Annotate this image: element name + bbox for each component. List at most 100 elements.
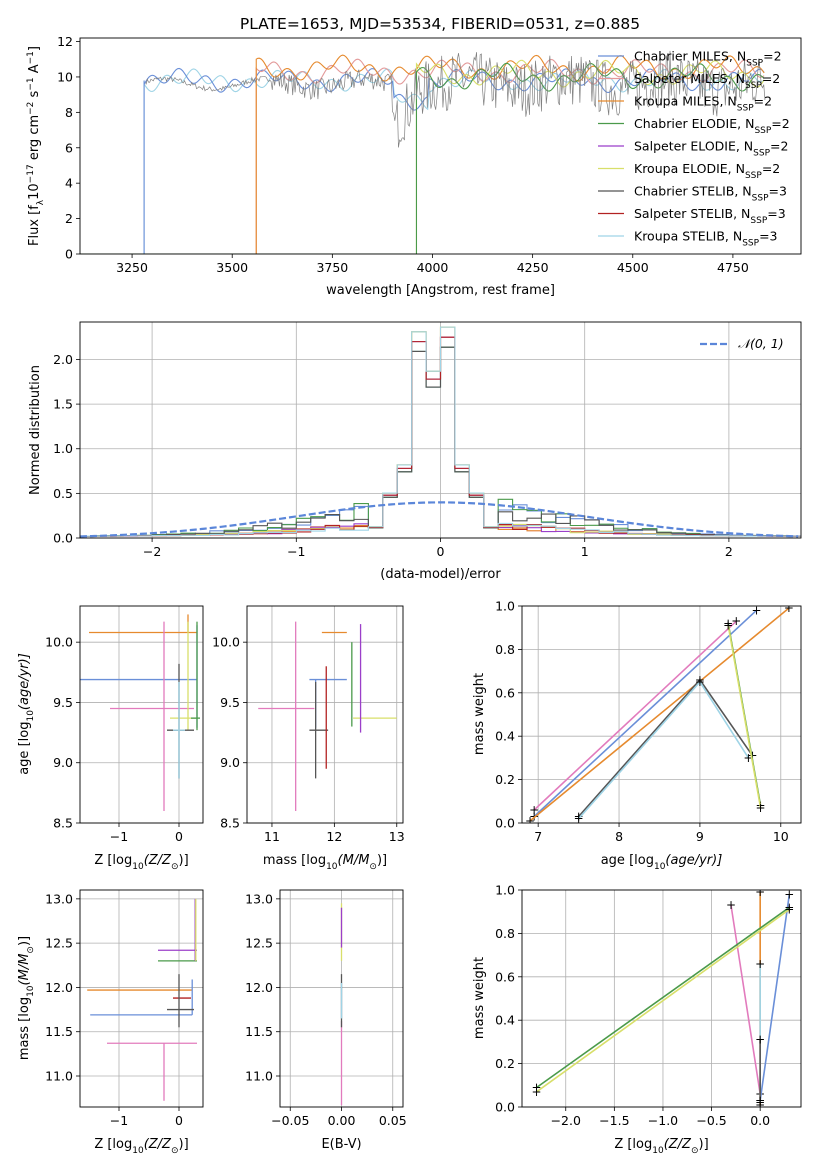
legend-label: 𝒩(0, 1) [738,336,784,351]
weight-marker: + [784,900,794,914]
weight-line [578,680,750,820]
x-tick-label: 3250 [116,260,148,275]
weight-line [730,905,761,1095]
y-tick-label: 0 [65,247,73,262]
hist-legend: 𝒩(0, 1) [700,336,784,351]
weight-line [536,906,790,1089]
y-tick-label: 8 [65,105,73,120]
weight-marker: + [726,898,736,912]
y-tick-label: 9.5 [53,695,73,710]
y-tick-label: 12.5 [245,936,273,951]
weight-line [533,609,758,818]
agez-y-label: age [log10(age/yr)] [17,653,36,775]
y-tick-label: 9.5 [220,695,240,710]
x-tick-label: 4750 [717,260,749,275]
massz-frame [79,889,204,1108]
y-tick-label: 1.0 [495,883,515,898]
y-tick-label: 12.5 [45,936,73,951]
agez-frame [79,605,204,824]
legend-label: Chabrier MILES, NSSP=2 [634,49,782,69]
x-tick-label: 7 [534,829,542,844]
weight-vs-z-axes: −2.0 −1.5 −1.0 −0.5 0.0 0.0 0.2 0.4 0.6 0.8 1.0 [495,883,801,1128]
y-tick-label: 6 [65,140,73,155]
massebv-x-label: E(B-V) [321,1137,361,1152]
x-tick-label: 2 [725,544,733,559]
y-tick-label: 12.0 [45,980,73,995]
hist-y-label: Normed distribution [28,365,43,495]
chart-layer: 3250 3500 3750 4000 4250 4500 4750024681012wav… [17,34,802,1156]
y-tick-label: 0.0 [53,531,73,546]
y-tick-label: 11.5 [245,1024,273,1039]
massz-x-label: Z [log10(Z/Z⊙)] [94,1137,188,1156]
agem-frame [246,605,404,824]
weight-z-plot: ++++++++++++++ [532,885,795,1110]
model-spectrum-line [80,59,765,254]
weight-line [529,607,790,822]
age-z-plot [80,614,200,811]
spectrum-y-label: Flux [fλ10−17 erg cm−2 s−1 A−1] [26,46,46,246]
weight-marker: + [755,1096,765,1110]
weight-marker: + [695,673,705,687]
hist-frame [79,321,802,539]
y-tick-label: 11.5 [45,1024,73,1039]
wz-x-label: Z [log10(Z/Z⊙)] [614,1137,708,1156]
x-tick-label: 8 [615,829,623,844]
y-tick-label: 9.0 [53,755,73,770]
age-mass-plot [258,621,397,811]
x-tick-label: −0.05 [271,1113,309,1128]
y-tick-label: 4 [65,176,73,191]
y-tick-label: 0.6 [495,969,515,984]
y-tick-label: 0.2 [495,1056,515,1071]
hist-step-line [80,326,801,538]
observed-spectrum-line [145,50,766,148]
legend-label: Salpeter STELIB, NSSP=3 [634,206,786,226]
x-tick-label: 1 [581,544,589,559]
spectrum-frame [79,37,802,255]
weight-marker: + [755,1093,765,1107]
wz-frame [521,889,802,1108]
x-tick-label: 12 [326,829,342,844]
x-tick-label: −2.0 [551,1113,581,1128]
weight-marker: + [529,803,539,817]
weight-marker: + [574,809,584,823]
x-tick-label: −1 [110,829,128,844]
wage-x-label: age [log10(age/yr)] [601,853,723,872]
y-tick-label: 8.5 [53,816,73,831]
legend-label: Salpeter ELODIE, NSSP=2 [634,139,788,159]
x-tick-label: −0.5 [696,1113,726,1128]
y-tick-label: 13.0 [245,891,273,906]
weight-marker: + [695,675,705,689]
weight-line [533,620,737,811]
x-tick-label: 13 [389,829,405,844]
x-tick-label: 0 [175,829,183,844]
weight-line [759,894,791,1101]
weight-marker: + [755,1033,765,1047]
hist-step-line [80,346,801,538]
agez-x-label: Z [log10(Z/Z⊙)] [94,853,188,872]
model-spectrum-line [80,62,765,254]
weight-marker: + [751,603,761,617]
x-tick-label: −1.5 [599,1113,629,1128]
weight-marker: + [755,885,765,899]
normal-curve [80,501,799,538]
wage-frame [521,605,802,824]
spectrum-axes: 3250 3500 3750 4000 4250 4500 4750 0 2 4 6 8 10 12 [57,34,749,275]
weight-marker: + [723,619,733,633]
y-tick-label: 0.0 [495,1100,515,1115]
weight-marker: + [784,903,794,917]
model-spectrum-line [80,58,765,254]
x-tick-label: 0.0 [750,1113,770,1128]
legend-label: Salpeter MILES, NSSP=2 [634,71,780,91]
legend-label: Kroupa MILES, NSSP=2 [634,94,772,114]
weight-marker: + [723,616,733,630]
y-tick-label: 10.0 [45,635,73,650]
mass-vs-ebv-axes: −0.05 0.00 0.05 11.0 11.5 12.0 12.5 13.0 [245,890,407,1128]
x-tick-label: 9 [696,829,704,844]
weight-marker: + [731,614,741,628]
x-tick-label: 0.05 [379,1113,407,1128]
weight-marker: + [529,809,539,823]
weight-marker: + [756,801,766,815]
y-tick-label: 12 [57,34,73,49]
x-tick-label: 11 [264,829,280,844]
